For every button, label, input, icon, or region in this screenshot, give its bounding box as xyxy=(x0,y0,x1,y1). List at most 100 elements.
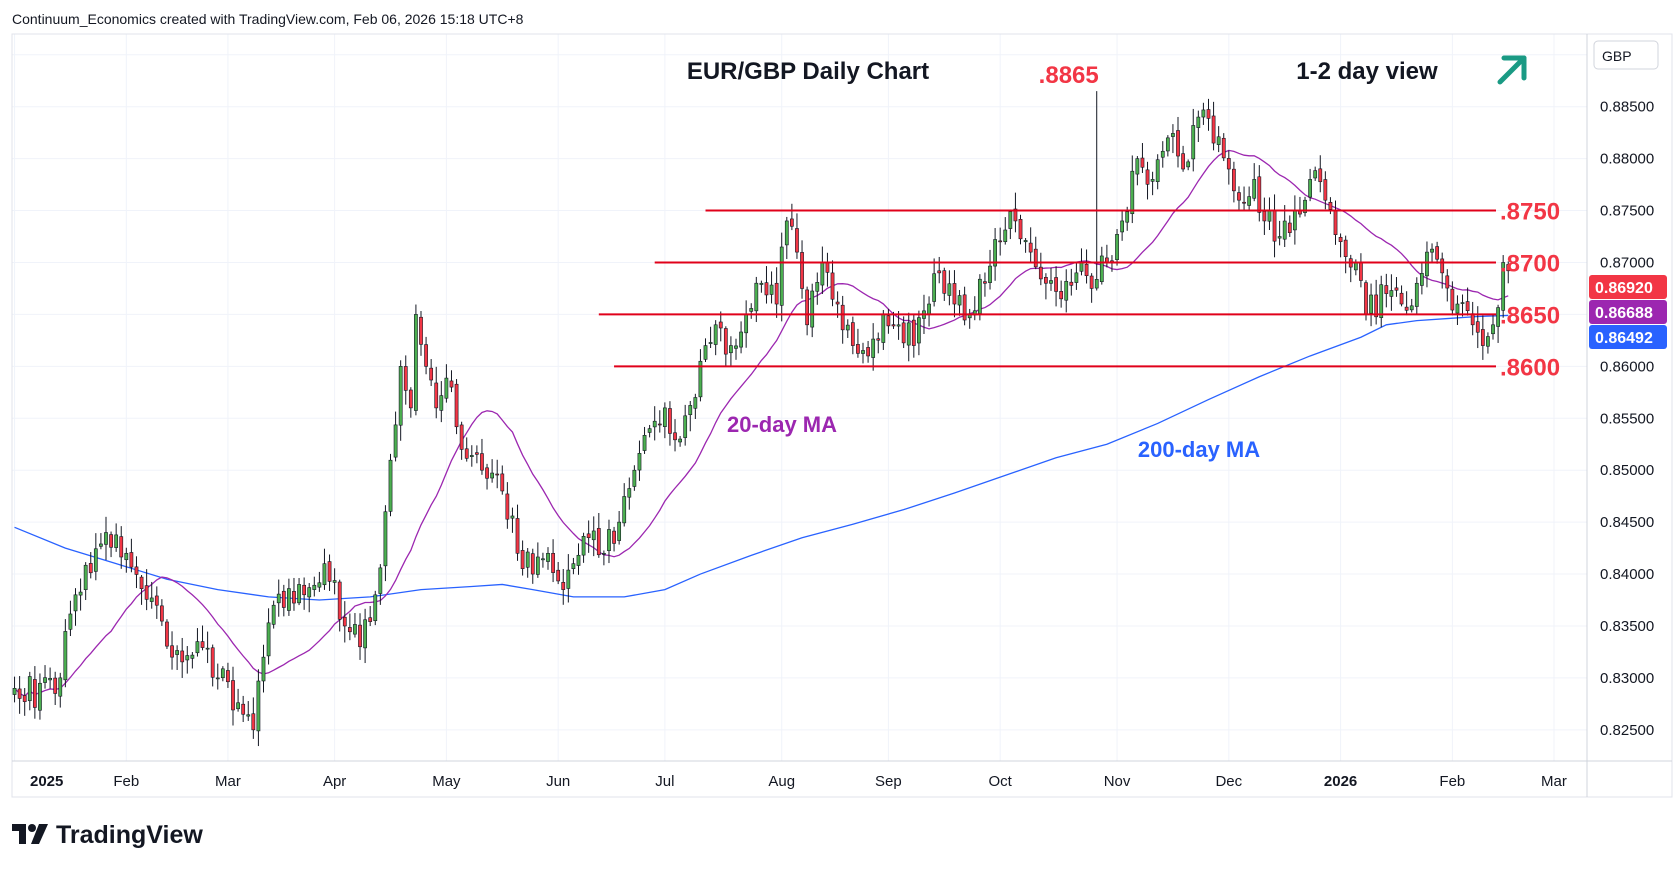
candle-body xyxy=(1501,262,1506,311)
y-tick-label: 0.84000 xyxy=(1600,566,1654,583)
candle-body xyxy=(1216,136,1221,145)
candle-body xyxy=(871,338,876,358)
currency-badge[interactable]: GBP xyxy=(1593,40,1659,70)
view-label: 1-2 day view xyxy=(1296,58,1438,85)
candle-body xyxy=(647,428,652,433)
candle-body xyxy=(104,532,108,545)
candle-body xyxy=(637,453,642,471)
candle-body xyxy=(363,619,367,649)
candle-body xyxy=(1450,288,1455,311)
candle-body xyxy=(1135,158,1140,175)
ma200-label: 200-day MA xyxy=(1138,437,1260,462)
candle-body xyxy=(327,561,332,582)
candle-body xyxy=(617,521,622,541)
up-arrow-icon xyxy=(1497,55,1527,85)
candle-body xyxy=(287,588,291,611)
candle-body xyxy=(1054,277,1058,292)
candle-body xyxy=(1394,287,1399,291)
x-tick-label: Feb xyxy=(1439,773,1465,790)
x-tick-label: Nov xyxy=(1104,773,1131,790)
candle-body xyxy=(68,613,73,630)
candle-body xyxy=(246,714,251,717)
candle-body xyxy=(378,567,383,594)
candle-body xyxy=(1460,302,1465,304)
candle-body xyxy=(1465,301,1470,311)
candle-body xyxy=(190,654,195,659)
candle-body xyxy=(226,670,230,683)
candle-body xyxy=(744,314,749,334)
candle-body xyxy=(129,552,134,568)
candle-body xyxy=(1140,157,1145,168)
candle-body xyxy=(1353,262,1358,271)
candle-body xyxy=(1318,168,1323,183)
candle-body xyxy=(1237,192,1241,201)
candle-body xyxy=(398,366,403,426)
candle-body xyxy=(454,383,459,428)
price-axis[interactable]: 0.82500 0.83000 0.83500 0.84000 0.84500 0.850… xyxy=(1600,47,1654,739)
candle-body xyxy=(165,621,169,647)
candle-body xyxy=(358,624,362,648)
candle-body xyxy=(1475,321,1480,333)
candle-body xyxy=(1486,336,1490,347)
candle-body xyxy=(271,604,276,625)
candle-body xyxy=(1313,170,1318,179)
candle-body xyxy=(408,389,413,409)
candle-body xyxy=(48,678,52,681)
candle-body xyxy=(88,563,93,574)
candle-body xyxy=(1044,277,1048,284)
candle-body xyxy=(475,452,479,455)
candle-body xyxy=(1333,210,1338,235)
candle-body xyxy=(840,304,845,331)
candle-body xyxy=(1308,179,1312,198)
candle-body xyxy=(1445,275,1450,289)
x-tick-label: Jul xyxy=(655,773,674,790)
candle-body xyxy=(977,278,982,314)
y-tick-label: 0.87000 xyxy=(1600,254,1654,271)
candle-body xyxy=(403,366,408,391)
candle-body xyxy=(1232,168,1236,192)
candle-body xyxy=(241,703,246,715)
candle-body xyxy=(530,553,535,575)
candle-body xyxy=(1257,176,1262,213)
candle-body xyxy=(825,262,830,273)
candle-body xyxy=(292,591,296,604)
candle-body xyxy=(688,405,693,416)
candle-body xyxy=(160,605,164,622)
time-axis[interactable]: 2025 Feb Mar Apr May Jun Jul Aug Sep Oct Nov Dec 202… xyxy=(30,773,1567,790)
candle-body xyxy=(424,344,428,367)
level-label: .8750 xyxy=(1500,199,1560,226)
candle-body xyxy=(957,295,962,306)
candle-body xyxy=(144,585,149,600)
candle-body xyxy=(1359,262,1363,281)
candle-body xyxy=(1430,248,1434,253)
candle-body xyxy=(464,448,469,459)
candle-body xyxy=(266,622,271,657)
candle-body xyxy=(586,533,591,539)
x-tick-label: Dec xyxy=(1215,773,1242,790)
candle-body xyxy=(800,252,804,289)
candle-body xyxy=(490,472,494,479)
x-tick-label: May xyxy=(432,773,461,790)
candle-body xyxy=(1292,210,1297,231)
candle-body xyxy=(342,616,347,627)
y-tick-label: 0.87500 xyxy=(1600,203,1654,220)
candle-body xyxy=(1282,220,1287,240)
candle-body xyxy=(571,563,576,569)
candle-body xyxy=(520,550,525,569)
candle-body xyxy=(535,556,540,575)
candle-body xyxy=(927,303,931,315)
y-tick-label: 0.84500 xyxy=(1600,514,1654,531)
candle-body xyxy=(652,420,657,428)
candle-body xyxy=(332,580,337,583)
x-tick-label: Feb xyxy=(113,773,139,790)
candle-body xyxy=(932,273,937,302)
candle-body xyxy=(388,459,393,512)
candle-body xyxy=(505,493,510,520)
candle-body xyxy=(998,240,1003,243)
candle-body xyxy=(551,553,555,573)
tradingview-logo[interactable]: TradingView xyxy=(12,821,203,849)
candle-body xyxy=(835,301,840,305)
candle-body xyxy=(312,584,317,590)
candle-body xyxy=(1506,264,1511,272)
